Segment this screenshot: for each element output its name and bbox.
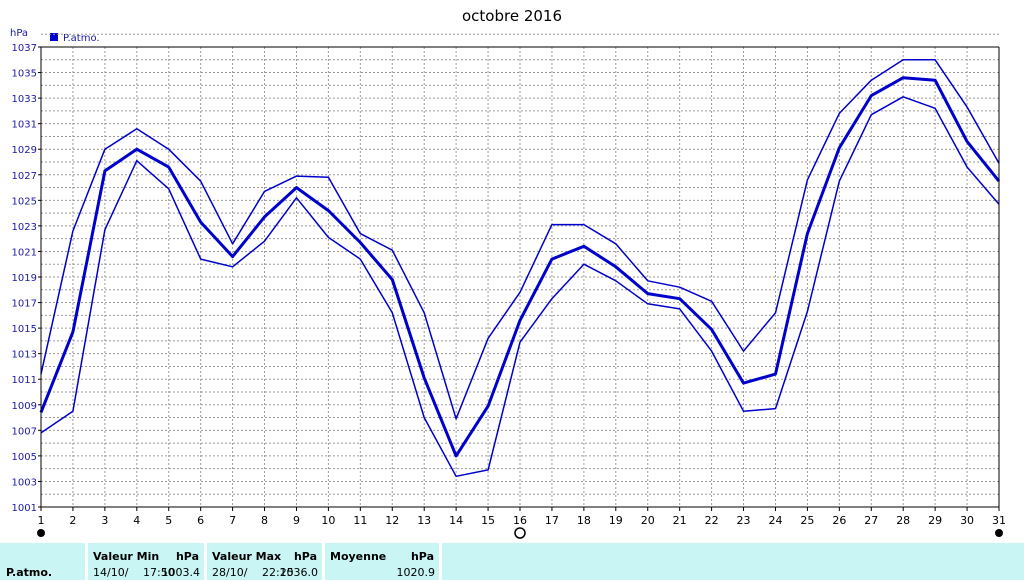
y-tick-label: 1013 [12, 350, 37, 361]
x-tick-label: 2 [69, 514, 76, 527]
min-cell: Valeur Min hPa 14/10/ 17:50 1003.4 [88, 543, 204, 580]
x-tick-label: 11 [353, 514, 367, 527]
series-line-mean [39, 76, 1001, 458]
pressure-chart: octobre 2016 hPa P.atmo. 100110031005100… [10, 7, 1007, 539]
x-tick-label: 4 [133, 514, 140, 527]
x-tick-label: 3 [101, 514, 108, 527]
min-date: 14/10/ [93, 566, 129, 579]
x-tick-label: 28 [896, 514, 910, 527]
x-tick-label: 5 [165, 514, 172, 527]
min-value: 1003.4 [161, 566, 201, 579]
max-header: Valeur Max [212, 550, 282, 563]
y-tick-label: 1003 [12, 477, 37, 488]
series-line-max [40, 59, 1000, 420]
y-tick-labels: 1001 1003 1005 1007 1009 1011 1013 1015 1017 1019… [12, 43, 41, 514]
y-tick-label: 1035 [12, 69, 37, 80]
chart-series [39, 59, 1001, 478]
x-tick-label: 14 [449, 514, 463, 527]
x-tick-label: 23 [737, 514, 751, 527]
mean-value: 1020.9 [396, 566, 436, 579]
x-tick-label: 27 [864, 514, 878, 527]
x-tick-label: 26 [832, 514, 846, 527]
x-tick-label: 20 [641, 514, 655, 527]
y-tick-label: 1005 [12, 452, 37, 463]
stats-row-label-cell: P.atmo. [0, 543, 85, 580]
y-tick-label: 1031 [12, 120, 37, 131]
min-time: 17:50 [143, 566, 175, 579]
max-time: 22:25 [262, 566, 294, 579]
y-tick-label: 1023 [12, 222, 37, 233]
y-tick-label: 1001 [12, 503, 37, 514]
y-tick-label: 1025 [12, 196, 37, 207]
x-tick-label: 29 [928, 514, 942, 527]
x-tick-label: 25 [800, 514, 814, 527]
legend-swatch [50, 33, 58, 41]
max-value: 1036.0 [279, 566, 319, 579]
x-tick-label: 13 [417, 514, 431, 527]
chart-grid [40, 33, 1000, 508]
max-cell: Valeur Max hPa 28/10/ 22:25 1036.0 [207, 543, 322, 580]
max-unit: hPa [293, 550, 317, 563]
x-tick-label: 15 [481, 514, 495, 527]
mean-header: Moyenne [330, 550, 387, 563]
min-header: Valeur Min [93, 550, 160, 563]
x-tick-label: 30 [960, 514, 974, 527]
min-unit: hPa [175, 550, 199, 563]
y-axis-unit: hPa [10, 28, 28, 39]
y-tick-label: 1037 [12, 43, 37, 54]
stats-panel: P.atmo. Valeur Min hPa 14/10/ 17:50 1003… [0, 543, 1024, 580]
y-tick-label: 1017 [12, 299, 37, 310]
day-markers [37, 527, 1003, 539]
max-date: 28/10/ [212, 566, 248, 579]
x-tick-label: 8 [261, 514, 268, 527]
y-tick-label: 1029 [12, 145, 37, 156]
x-tick-label: 24 [768, 514, 782, 527]
y-tick-label: 1009 [12, 401, 37, 412]
x-tick-label: 12 [385, 514, 399, 527]
stats-empty-cell [442, 543, 1024, 580]
series-line-min [40, 96, 1000, 478]
x-tick-label: 18 [577, 514, 591, 527]
y-tick-label: 1011 [12, 375, 37, 386]
y-tick-label: 1007 [12, 426, 37, 437]
x-tick-label: 6 [197, 514, 204, 527]
x-tick-label: 1 [38, 514, 45, 527]
y-tick-label: 1015 [12, 324, 37, 335]
x-tick-label: 17 [545, 514, 559, 527]
x-tick-labels: 1 2 3 4 5 6 7 8 9 10 11 12 13 14 15 16 17 18 19 20 21 22 23 24 2… [38, 514, 1007, 527]
marker-filled [995, 529, 1003, 537]
x-tick-label: 31 [992, 514, 1006, 527]
x-tick-label: 22 [705, 514, 719, 527]
x-tick-label: 16 [513, 514, 527, 527]
y-tick-label: 1021 [12, 247, 37, 258]
stats-row-label: P.atmo. [6, 566, 53, 579]
y-tick-label: 1033 [12, 94, 37, 105]
x-tick-label: 7 [229, 514, 236, 527]
mean-cell: Moyenne hPa 1020.9 [325, 543, 439, 580]
x-tick-label: 9 [293, 514, 300, 527]
chart-title: octobre 2016 [462, 7, 562, 25]
x-tick-label: 21 [673, 514, 687, 527]
marker-open [514, 527, 526, 539]
mean-unit: hPa [410, 550, 434, 563]
y-tick-label: 1027 [12, 171, 37, 182]
y-tick-label: 1019 [12, 273, 37, 284]
x-tick-label: 10 [321, 514, 335, 527]
x-tick-label: 19 [609, 514, 623, 527]
marker-filled [37, 529, 45, 537]
legend-label: P.atmo. [63, 33, 100, 44]
